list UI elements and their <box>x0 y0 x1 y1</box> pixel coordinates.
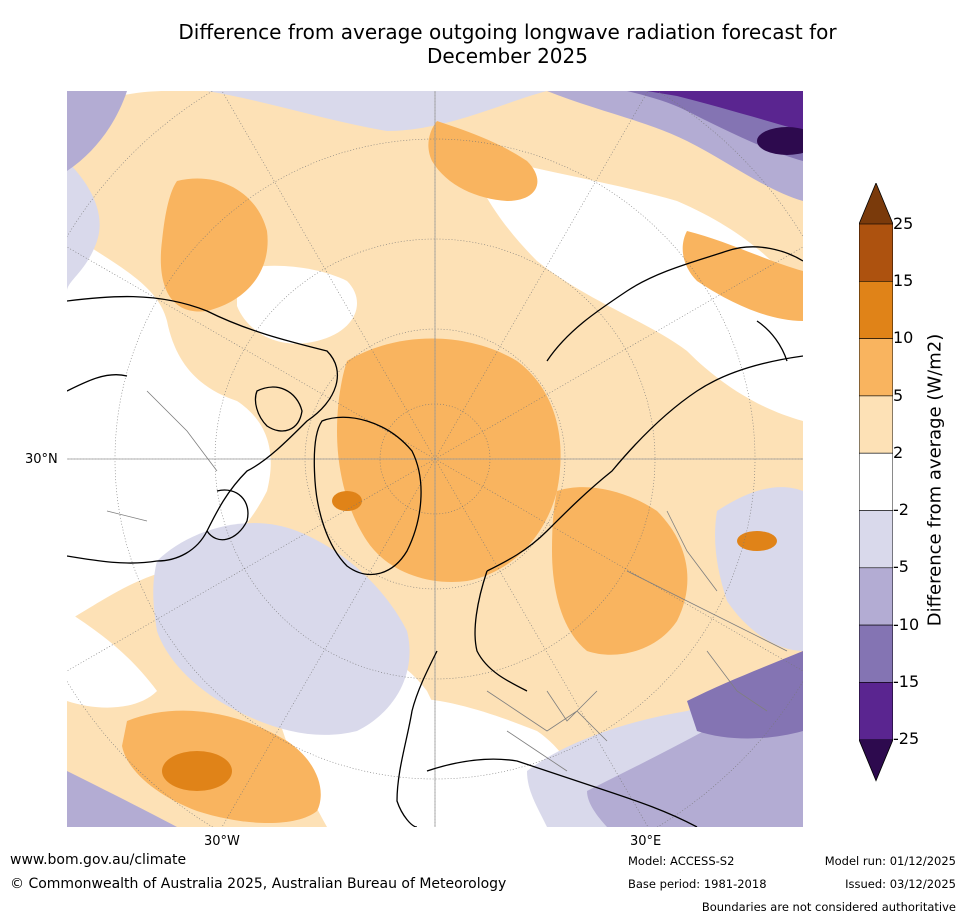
footer-disclaimer: Boundaries are not considered authoritat… <box>701 900 956 914</box>
region-purple-sw-corner <box>67 771 177 827</box>
footer-model-run: Model run: 01/12/2025 <box>824 854 956 868</box>
colorbar-segments <box>859 183 893 782</box>
region-lightpurple-top-pacific <box>207 91 547 131</box>
region-lightpurple-east <box>715 487 803 651</box>
colorbar-segment <box>859 452 893 511</box>
region-lightpurple-north-atlantic <box>153 522 410 735</box>
region-darkorange-greenland <box>332 491 362 511</box>
colorbar-segment <box>859 338 893 397</box>
colorbar-segment <box>859 281 893 339</box>
cb-tick-15: 15 <box>893 271 914 290</box>
region-darkorange-subtropic-pacific <box>162 751 232 791</box>
coast-eurasia <box>486 355 803 572</box>
coast-north-america <box>67 295 338 564</box>
region-orange-pacific-west <box>160 178 268 312</box>
region-deeppurple-pacific <box>647 91 803 131</box>
colorbar-segment <box>859 223 893 282</box>
colorbar <box>859 183 893 782</box>
coast-hudson-bay <box>206 489 249 541</box>
coast-scandinavia <box>474 570 528 692</box>
borders-north-america <box>106 390 218 522</box>
region-orange-siberia <box>682 231 803 321</box>
cb-tick-neg5: -5 <box>893 557 909 576</box>
coast-japan <box>756 320 788 362</box>
region-orange-central-asia <box>552 487 688 655</box>
grid-solid-lines <box>67 91 803 827</box>
colorbar-segment <box>859 567 893 626</box>
lon-label-30w: 30°W <box>204 834 240 849</box>
colorbar-segment <box>859 624 893 683</box>
region-orange-arctic <box>337 338 561 582</box>
cb-tick-neg10: -10 <box>893 615 920 634</box>
footer-base-period: Base period: 1981-2018 <box>628 877 767 891</box>
polar-map <box>67 91 803 827</box>
colorbar-segment <box>859 682 893 740</box>
colorbar-title: Difference from average (W/m2) <box>924 333 946 627</box>
cb-tick-neg25: -25 <box>893 729 920 748</box>
region-white-southwest <box>67 611 157 708</box>
coastlines <box>67 246 803 827</box>
region-lightpurple-north-pacific <box>67 161 100 291</box>
cb-tick-2: 2 <box>893 443 904 462</box>
lon-label-30e: 30°E <box>630 834 662 849</box>
footer-copyright: © Commonwealth of Australia 2025, Austra… <box>10 876 507 892</box>
chart-title: Difference from average outgoing longwav… <box>130 20 885 68</box>
region-white-north-canada <box>237 265 357 344</box>
colorbar-extend-bottom <box>859 739 893 781</box>
map-svg <box>67 91 803 827</box>
cb-tick-5: 5 <box>893 386 904 405</box>
region-orange-north-center <box>428 121 538 201</box>
region-darkorange-east <box>737 531 777 551</box>
title-line-1: Difference from average outgoing longwav… <box>178 20 837 44</box>
coast-siberia-north <box>546 246 803 362</box>
region-white-west-pacific <box>67 231 271 621</box>
footer-website: www.bom.gov.au/climate <box>10 852 187 868</box>
cb-tick-10: 10 <box>893 328 914 347</box>
coast-europe-west <box>396 650 438 827</box>
footer-issued: Issued: 03/12/2025 <box>845 877 956 891</box>
coast-alaska <box>67 374 128 392</box>
country-borders <box>106 390 788 772</box>
region-purple-west-edge <box>67 91 127 171</box>
colorbar-outline <box>859 183 893 782</box>
borders-europe <box>486 690 608 772</box>
lat-label-30n: 30°N <box>25 452 58 467</box>
cb-tick-neg2: -2 <box>893 500 909 519</box>
coast-greenland <box>313 416 422 575</box>
title-line-2: December 2025 <box>427 44 588 68</box>
cb-tick-25: 25 <box>893 214 914 233</box>
coast-mediterranean <box>426 758 698 827</box>
colorbar-segment <box>859 395 893 454</box>
footer-model: Model: ACCESS-S2 <box>628 854 735 868</box>
cb-tick-neg15: -15 <box>893 672 920 691</box>
region-darkest-pacific <box>757 127 803 155</box>
coast-canadian-islands <box>254 386 303 432</box>
colorbar-extend-top <box>859 183 893 224</box>
colorbar-segment <box>859 510 893 569</box>
region-darkpurple-sahara <box>687 651 803 739</box>
borders-asia <box>626 510 788 712</box>
